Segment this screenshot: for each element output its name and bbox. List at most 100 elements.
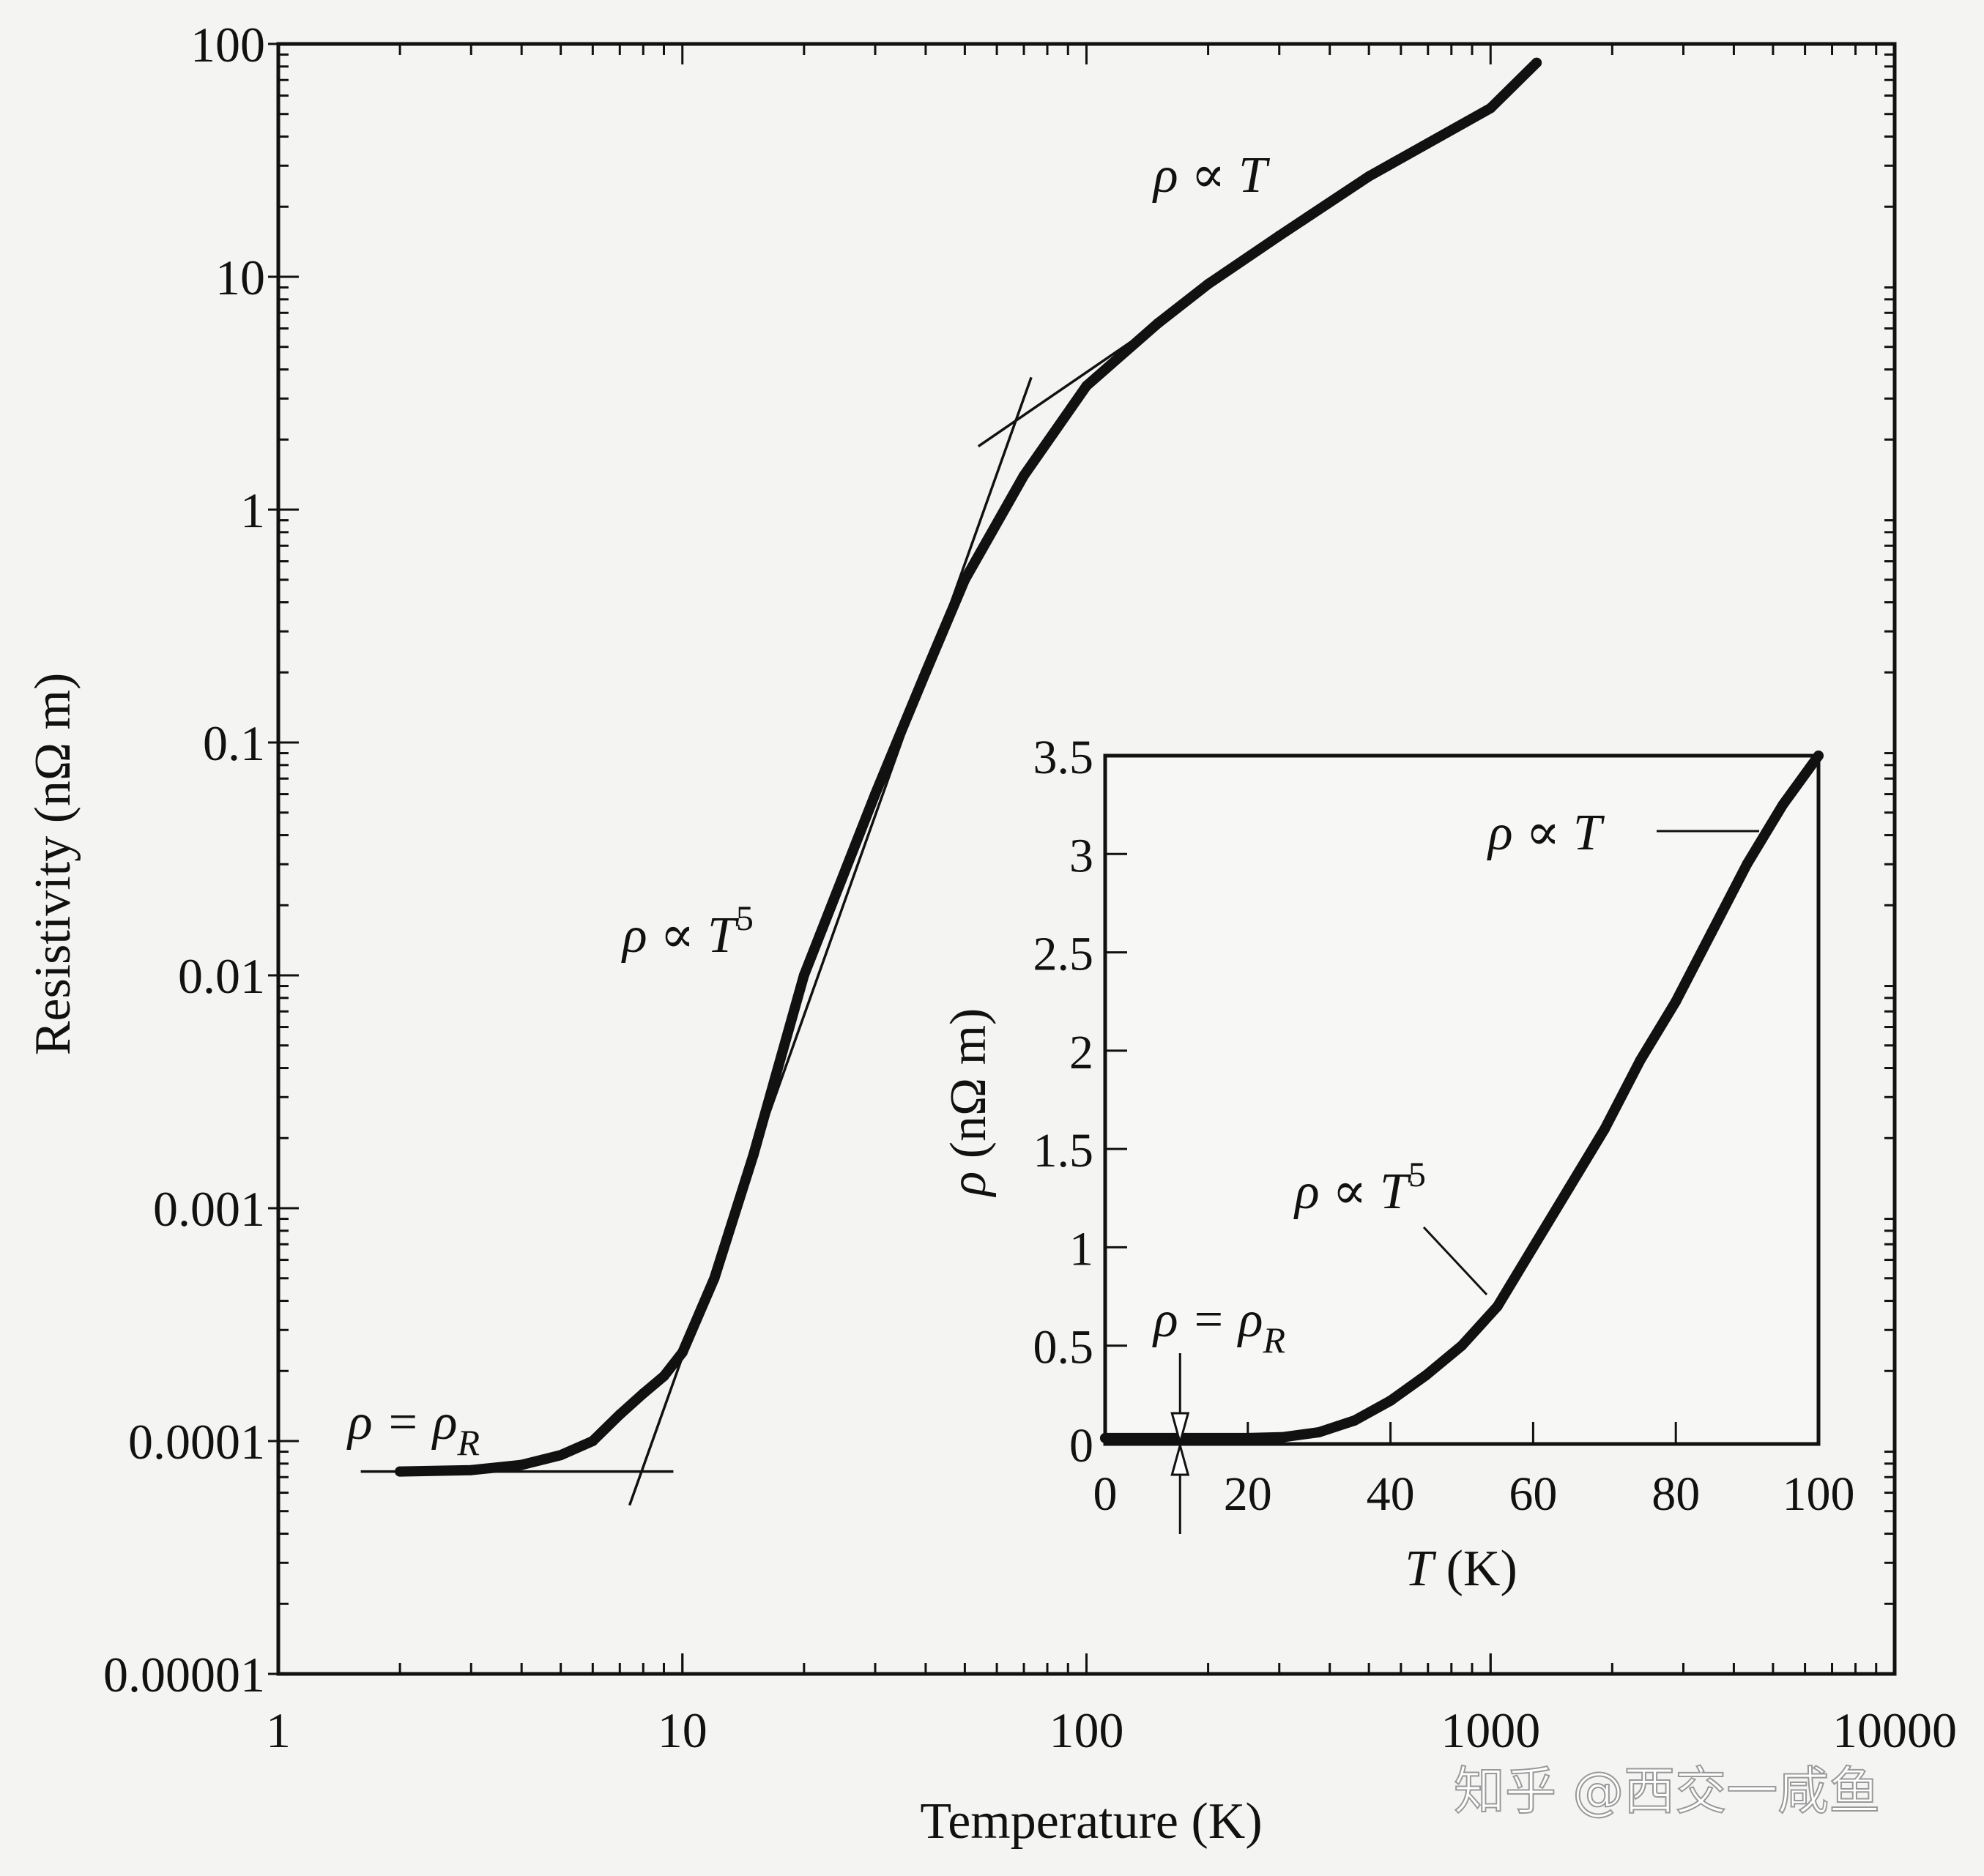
y-tick-label: 10 [215,250,265,305]
main-tick-labels: 1 10 100 1000 100000.000010.00010.0010.010.1… [103,17,1957,1758]
y-tick-label: 0.0001 [128,1414,265,1470]
y-tick-label: 1 [240,483,265,538]
data-point [638,1388,649,1399]
inset-data-point [1349,1415,1360,1426]
data-point [1274,231,1285,242]
inset-y-tick-label: 3 [1069,829,1093,882]
inset-data-point [1706,927,1717,938]
data-point [1152,318,1163,329]
data-point [1364,171,1375,182]
y-tick-label: 100 [190,17,265,72]
annotation-linear-main: ρ ∝ T [1152,147,1271,204]
y-tick-label: 0.001 [153,1181,265,1237]
annotation-leader-t5 [1422,1226,1488,1296]
inset-data-point [1777,800,1788,811]
data-point [870,789,881,800]
annotation-subscript: R [456,1422,480,1463]
inset-plot-frame [1103,753,1821,1446]
x-tick-label: 100 [1049,1702,1124,1758]
inset-data-point [1385,1395,1396,1406]
annotation-residual-main: ρ = ρR [346,1394,480,1463]
data-point [466,1464,477,1475]
inset-data-point [1635,1055,1646,1066]
inset-data-point [1813,751,1824,761]
arrow-head-up-icon [1170,1441,1190,1476]
inset-data-point [1278,1432,1289,1443]
inset-data-point [1492,1301,1503,1311]
annotation-residual-inset: ρ = ρR [1152,1292,1285,1361]
inset-x-tick-label: 60 [1509,1467,1557,1521]
annotation-t5-main: ρ ∝ T5 [621,899,754,964]
y-tick-label: 0.1 [203,715,265,771]
inset-data-point [1671,996,1682,1007]
inset-data-point [1599,1124,1610,1135]
main-y-axis-title: Resistivity (nΩ m) [25,673,81,1056]
x-tick-label: 10000 [1832,1702,1957,1758]
annotation-text: ρ ∝ T [1152,147,1271,204]
inset-data-point [1564,1183,1575,1194]
inset-y-tick-label: 1 [1069,1222,1093,1276]
axis-title-unit: (K) [1433,1541,1517,1597]
inset-data-point [1742,858,1753,869]
data-point [959,574,970,585]
inset-data-point [1314,1426,1325,1437]
inset-background [1105,756,1818,1444]
inset-data-point [1100,1432,1110,1443]
data-point [709,1273,720,1284]
inset-x-tick-label: 20 [1224,1467,1272,1521]
inset-y-tick-label: 2 [1069,1026,1093,1079]
data-point [658,1371,669,1382]
annotation-t5-inset: ρ ∝ T5 [1293,1155,1426,1220]
fit-line-linear [977,330,1147,447]
inset-y-tick-label: 3.5 [1033,731,1094,784]
annotation-text: ρ = ρ [346,1394,457,1451]
data-point [1485,103,1496,113]
annotation-text: ρ ∝ T [1487,805,1605,861]
inset-x-tick-label: 40 [1367,1467,1415,1521]
y-tick-label: 0.01 [178,948,265,1004]
inset-data-point [1421,1370,1432,1380]
inset-data-point [1457,1340,1467,1351]
annotation-text: ρ = ρ [1152,1292,1263,1348]
annotation-text: ρ ∝ T [621,907,740,964]
data-point [1203,279,1214,290]
data-point [395,1466,406,1477]
x-tick-label: 1000 [1441,1702,1540,1758]
annotation-superscript: 5 [736,899,754,938]
annotation-linear-inset: ρ ∝ T [1487,805,1605,861]
inset-x-axis-title: T (K) [1405,1541,1517,1597]
axis-title-symbol: ρ [940,1172,997,1198]
data-point [1019,470,1030,481]
inset-data-point [1242,1432,1253,1443]
watermark: 知乎 @西交一咸鱼 [1454,1761,1880,1821]
annotation-subscript: R [1262,1319,1285,1361]
data-point [1531,57,1542,68]
main-x-axis-title: Temperature (K) [920,1793,1262,1850]
inset-tick-labels: 0 20 40 60 80 100 0 0.5 1 1.5 2 2.5 3 3.5 [1033,731,1855,1521]
x-tick-label: 1 [266,1702,291,1758]
data-point [1081,380,1092,391]
main-plot [268,42,1897,1676]
data-point [677,1347,688,1358]
inset-y-tick-label: 2.5 [1033,928,1094,981]
data-point [614,1409,625,1420]
inset-y-axis-title: ρ (nΩ m) [940,1008,997,1198]
y-tick-label: 0.00001 [103,1647,265,1702]
data-point [516,1459,527,1470]
data-point [748,1149,759,1160]
axis-title-symbol: T [1405,1541,1437,1597]
inset-plot [1100,751,1824,1534]
arrow-head-down-icon [1170,1412,1190,1447]
inset-data-point [1528,1242,1539,1253]
inset-x-tick-label: 0 [1093,1467,1118,1521]
data-point [798,970,809,980]
annotation-text: ρ ∝ T [1293,1164,1412,1220]
x-tick-label: 10 [658,1702,707,1758]
inset-y-tick-label: 0 [1069,1419,1093,1473]
inset-y-tick-label: 0.5 [1033,1321,1094,1374]
inset-x-tick-label: 100 [1783,1467,1855,1521]
data-point [920,667,931,678]
data-point [555,1450,566,1461]
inset-y-tick-label: 1.5 [1033,1124,1094,1177]
